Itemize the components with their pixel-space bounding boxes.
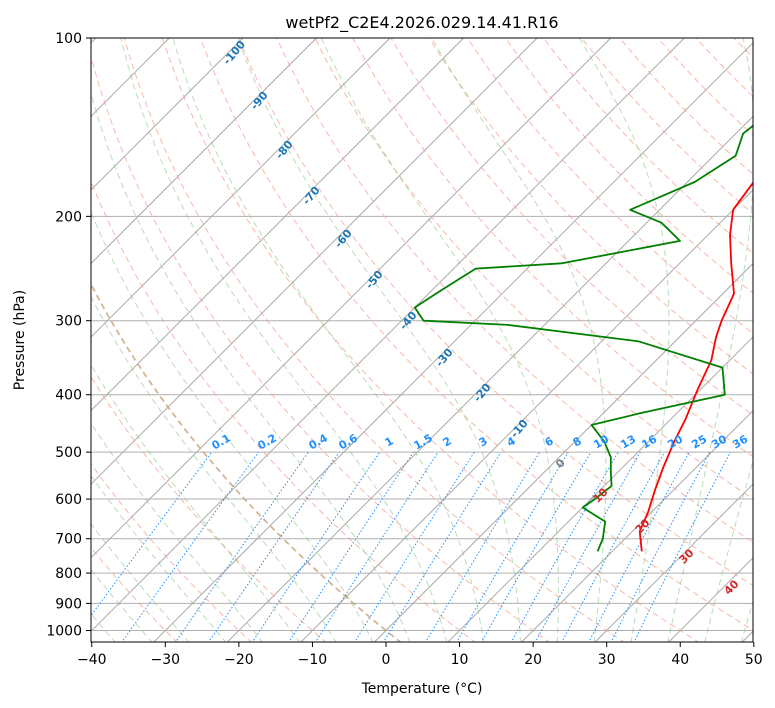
dewpoint-line — [413, 124, 753, 552]
moist-adiabat-line — [172, 38, 485, 642]
y-tick-label: 500 — [55, 445, 82, 461]
moist-adiabat-line — [91, 422, 263, 642]
isotherm-line — [373, 262, 753, 642]
y-tick-label: 100 — [55, 31, 82, 47]
temperature-line — [638, 181, 753, 552]
x-tick-label: −30 — [151, 652, 181, 668]
moist-adiabat-line — [91, 363, 300, 642]
dry-adiabat-line — [314, 38, 753, 500]
moist-adiabat-line — [91, 295, 337, 642]
dry-adiabat-line — [276, 38, 753, 543]
y-tick-label: 800 — [55, 566, 82, 582]
moist-adiabat-line — [91, 568, 153, 642]
x-tick-label: 30 — [598, 652, 616, 668]
x-axis: −40 −30 −20 −10 0 10 20 30 40 50 — [77, 642, 763, 668]
mixing-ratio-line — [354, 451, 475, 642]
y-tick-label: 700 — [55, 532, 82, 548]
isotherm-line — [226, 115, 753, 642]
moist-adiabat-line — [91, 523, 190, 642]
mixing-ratio-line — [610, 451, 711, 642]
y-tick-label: 600 — [55, 492, 82, 508]
isotherm-line — [91, 38, 391, 338]
isotherm-line — [91, 38, 244, 191]
moist-adiabat-line — [91, 91, 411, 642]
mixing-ratio-line — [588, 451, 690, 642]
isotherm-line — [594, 483, 753, 642]
dry-adiabat-line — [161, 38, 700, 642]
isotherm-line — [447, 336, 753, 642]
mixing-ratio-line — [534, 451, 641, 642]
x-tick-label: 50 — [745, 652, 763, 668]
isotherm-line — [153, 42, 753, 642]
mixing-ratio-line — [510, 451, 619, 642]
dry-adiabat-line — [91, 54, 551, 642]
mixing-ratio-line — [288, 451, 414, 642]
dry-adiabat-line — [91, 463, 253, 642]
x-tick-label: 40 — [671, 652, 689, 668]
mixing-ratio-line — [633, 451, 731, 642]
moist-adiabat-line — [704, 458, 753, 642]
dry-adiabat-line — [123, 38, 625, 642]
moist-adiabat-line — [667, 38, 753, 642]
mixing-ratio-line — [561, 451, 665, 642]
x-tick-label: 20 — [524, 652, 542, 668]
moist-adiabat-line — [91, 474, 227, 642]
moist-adiabat-line — [578, 38, 670, 642]
x-tick-label: 0 — [382, 652, 391, 668]
y-tick-label: 400 — [55, 388, 82, 404]
mixing-ratio-line — [121, 451, 259, 642]
mixing-ratio-line — [425, 451, 541, 642]
dry-adiabat-line — [200, 38, 753, 631]
dry-adiabat-line — [238, 38, 753, 587]
x-tick-label: −20 — [224, 652, 254, 668]
isotherm-line — [91, 38, 317, 265]
y-tick-label: 900 — [55, 596, 82, 612]
mixing-ratio-line — [208, 451, 340, 642]
background-lines — [91, 38, 753, 642]
y-axis-label: Pressure (hPa) — [12, 290, 28, 390]
isotherm-line — [91, 38, 538, 485]
x-axis-label: Temperature (°C) — [361, 681, 483, 697]
moist-adiabat-line — [120, 38, 448, 642]
moist-adiabat-line — [237, 38, 522, 642]
y-tick-label: 1000 — [46, 624, 82, 640]
mixing-ratio-line — [251, 451, 381, 642]
y-axis: 100 200 300 400 500 600 700 800 900 1000 — [46, 31, 91, 640]
plot-frame — [90, 37, 754, 643]
x-tick-label: −40 — [77, 652, 107, 668]
x-tick-label: −10 — [298, 652, 328, 668]
isotherm-line — [91, 38, 464, 412]
isotherm-line — [520, 409, 753, 642]
moist-adiabat-line — [320, 38, 559, 642]
y-tick-label: 200 — [55, 209, 82, 225]
mixing-ratio-line — [315, 451, 439, 642]
isotherm-line — [91, 38, 612, 559]
x-tick-label: 10 — [451, 652, 469, 668]
mixing-ratio-line — [174, 451, 309, 642]
mixing-ratio-line — [382, 451, 502, 642]
y-tick-label: 300 — [55, 314, 82, 330]
chart-title: wetPf2_C2E4.2026.029.14.41.R16 — [285, 13, 558, 33]
plot-area — [91, 38, 753, 642]
mixing-ratio-line — [91, 451, 213, 617]
profile-lines — [413, 124, 753, 552]
moist-adiabat-line — [431, 38, 607, 642]
